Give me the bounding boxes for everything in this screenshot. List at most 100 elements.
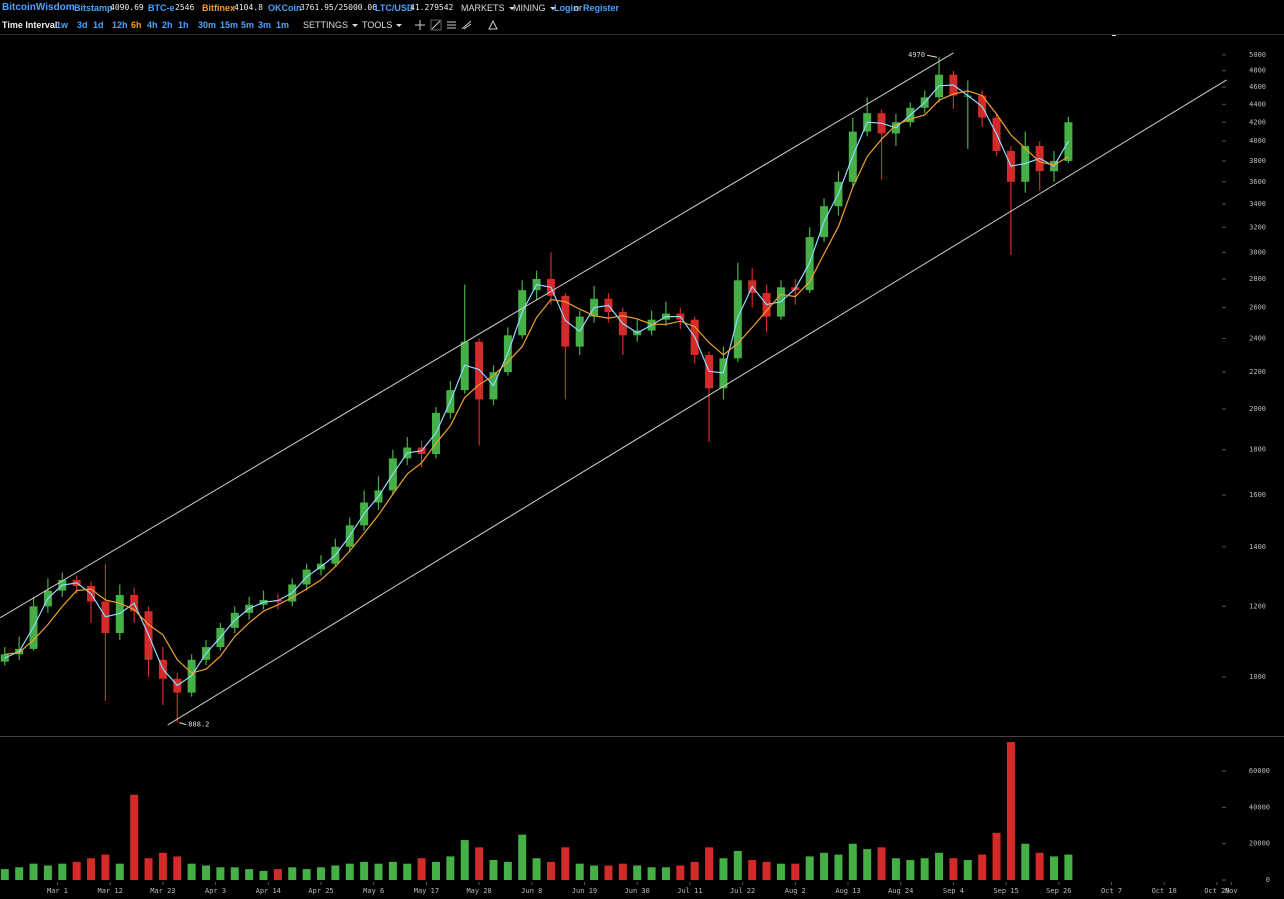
tool-icons: [415, 19, 498, 31]
volume-bar: [475, 847, 484, 880]
ticker-price: 4104.8: [234, 3, 263, 12]
x-tick-label: Mar 23: [150, 887, 175, 895]
volume-bar: [848, 843, 857, 880]
x-tick-label: Oct 18: [1152, 887, 1177, 895]
volume-bar: [906, 860, 915, 880]
brand[interactable]: BitcoinWisdom: [2, 2, 75, 13]
interval-option[interactable]: 3d: [77, 20, 88, 30]
volume-bar: [317, 867, 325, 880]
volume-bar: [992, 832, 1001, 880]
x-tick-label: Mar 12: [98, 887, 123, 895]
x-tick-label: Jun 19: [572, 887, 597, 895]
volume-bar: [158, 852, 167, 880]
ticker-price: 2546: [175, 3, 195, 12]
y-tick-label: 1400: [1249, 543, 1266, 551]
volume-bar: [863, 849, 872, 880]
volume-bar: [1035, 852, 1044, 880]
interval-option[interactable]: 1d: [93, 20, 104, 30]
y-tick-label: 4600: [1249, 83, 1266, 91]
x-tick-label: May 17: [414, 887, 439, 895]
x-tick-label: Apr 25: [308, 887, 333, 895]
volume-bar: [532, 858, 541, 880]
volume-tick-label: 40000: [1249, 803, 1270, 811]
menu[interactable]: MARKETS: [461, 2, 515, 14]
volume-bar: [920, 858, 929, 880]
crosshair-icon[interactable]: [415, 20, 425, 30]
interval-option[interactable]: 5m: [241, 20, 255, 30]
volume-tick-label: 60000: [1249, 767, 1270, 775]
interval-option[interactable]: 2h: [162, 20, 173, 30]
min-pointer: [179, 722, 187, 726]
y-tick-label: 3400: [1249, 200, 1266, 208]
ticker-name[interactable]: LTC/USD: [375, 3, 414, 13]
fib-tool-icon[interactable]: [447, 21, 456, 29]
candle-body: [475, 341, 484, 400]
volume-bar: [115, 863, 124, 880]
volume-bar: [604, 865, 613, 880]
x-tick-label: Apr 14: [256, 887, 281, 895]
line-tool-icon: [431, 20, 441, 30]
register-link[interactable]: Register: [583, 3, 620, 13]
pencil-tool-icon[interactable]: [461, 20, 472, 30]
volume-bar: [417, 858, 426, 880]
volume-bar: [489, 860, 498, 880]
interval-option[interactable]: 1w: [56, 20, 69, 30]
volume-bar: [590, 865, 599, 880]
volume-bar: [1050, 856, 1059, 880]
volume-bar: [733, 850, 742, 880]
interval-option[interactable]: 6h: [131, 20, 142, 30]
volume-bar: [72, 861, 81, 880]
interval-option[interactable]: 1h: [178, 20, 189, 30]
volume-tick-label: 20000: [1249, 840, 1270, 848]
volume-bar: [978, 854, 987, 880]
interval-label: Time Interval:: [2, 20, 61, 30]
ticker-name[interactable]: OKCoin: [268, 3, 302, 13]
x-tick-label: Aug 2: [785, 887, 806, 895]
x-tick-label: Sep 26: [1046, 887, 1071, 895]
y-tick-label: 5000: [1249, 51, 1266, 59]
volume-bar: [302, 869, 311, 880]
volume-bar: [546, 861, 555, 880]
volume-bar: [676, 865, 685, 880]
interval-option[interactable]: 30m: [198, 20, 217, 30]
volume-bar: [388, 861, 397, 880]
x-tick-label: Sep 4: [943, 887, 964, 895]
settings-menu[interactable]: SETTINGS: [303, 19, 358, 31]
y-tick-label: 4800: [1249, 67, 1266, 75]
y-tick-label: 3600: [1249, 178, 1266, 186]
volume-bar: [173, 856, 182, 880]
y-tick-label: 1200: [1249, 602, 1266, 610]
alert-icon[interactable]: [488, 19, 498, 30]
x-tick-label: Oct 29: [1204, 887, 1229, 895]
interval-option[interactable]: 12h: [112, 20, 128, 30]
volume-bar: [29, 863, 38, 880]
menu[interactable]: MINING: [513, 2, 556, 14]
interval-option[interactable]: 4h: [147, 20, 158, 30]
max-pointer: [926, 54, 938, 58]
interval-option[interactable]: 1m: [276, 20, 290, 30]
volume-bar: [647, 867, 656, 880]
volume-bar: [58, 863, 67, 880]
volume-bar: [374, 863, 383, 880]
login-link[interactable]: Login: [554, 3, 579, 13]
y-tick-label: 2600: [1249, 304, 1266, 312]
ticker-name[interactable]: Bitfinex: [202, 3, 236, 13]
y-tick-label: 1800: [1249, 446, 1266, 454]
volume-bar: [87, 858, 96, 880]
volume-bar: [705, 847, 714, 880]
y-tick-label: 2400: [1249, 335, 1266, 343]
line-tool-box[interactable]: [430, 19, 442, 31]
ticker-name[interactable]: Bitstamp: [74, 3, 113, 13]
interval-option[interactable]: 3m: [258, 20, 272, 30]
volume-bar: [273, 869, 282, 880]
tools-menu[interactable]: TOOLS: [362, 19, 402, 31]
candle-body: [0, 654, 9, 662]
trendline: [0, 52, 954, 619]
volume-bar: [216, 867, 225, 880]
x-tick-label: Jul 22: [730, 887, 755, 895]
interval-option[interactable]: 15m: [220, 20, 239, 30]
ticker-name[interactable]: BTC-e: [148, 3, 175, 13]
x-tick-label: Jun 30: [625, 887, 650, 895]
